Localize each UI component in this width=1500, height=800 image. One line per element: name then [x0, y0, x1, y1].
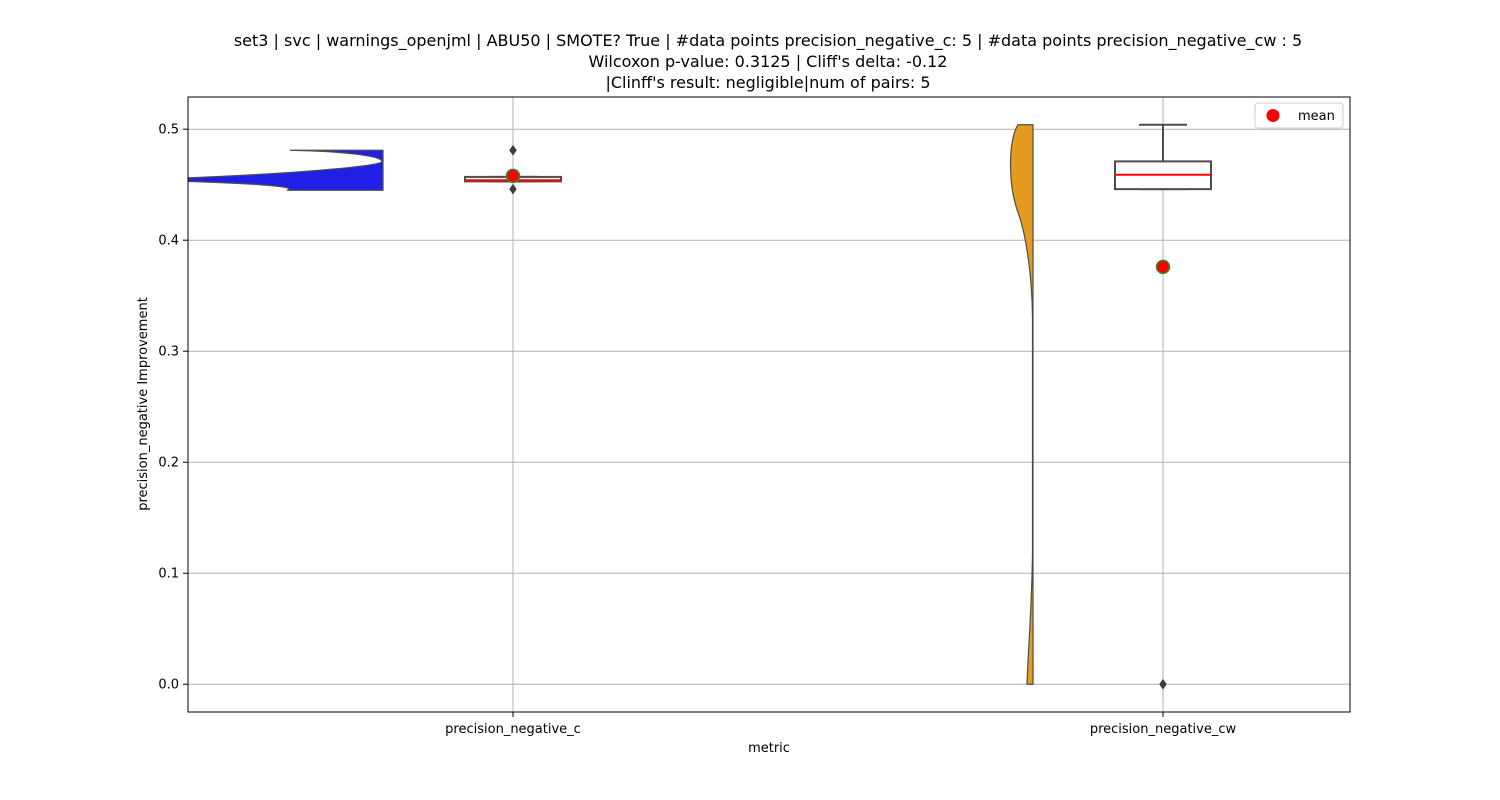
mean-marker-precision-negative-cw [1155, 259, 1171, 275]
x-axis-label: metric [748, 741, 790, 756]
x-tick-label: precision_negative_c [445, 722, 581, 737]
outlier-precision-negative-c [509, 144, 517, 156]
y-tick-label: 0.2 [158, 456, 179, 471]
y-tick-label: 0.1 [158, 567, 179, 582]
legend-mean-marker [1266, 109, 1280, 122]
chart-title: set3 | svc | warnings_openjml | ABU50 | … [234, 31, 1302, 92]
plot-area [188, 97, 1350, 712]
legend-label-mean: mean [1298, 109, 1335, 124]
title-line-2: Wilcoxon p-value: 0.3125 | Cliff's delta… [589, 52, 948, 71]
legend-box [1254, 102, 1344, 129]
axes-frame [187, 96, 1351, 713]
outlier-precision-negative-c [509, 183, 517, 195]
y-tick-label: 0.5 [158, 123, 179, 138]
y-axis-label: precision_negative Improvement [136, 297, 151, 511]
y-tick-label: 0.0 [158, 678, 179, 693]
violin-precision-negative-cw [1009, 124, 1034, 685]
y-tick-label: 0.3 [158, 345, 179, 360]
x-tick-label: precision_negative_cw [1090, 722, 1237, 737]
outlier-precision-negative-cw [1159, 678, 1167, 690]
title-line-3: |Clinff's result: negligible|num of pair… [605, 73, 930, 92]
violin-precision-negative-c [188, 149, 384, 191]
y-tick-label: 0.4 [158, 234, 179, 249]
legend: mean [1254, 102, 1344, 129]
title-line-1: set3 | svc | warnings_openjml | ABU50 | … [234, 31, 1302, 51]
mean-marker-precision-negative-c [505, 168, 521, 184]
